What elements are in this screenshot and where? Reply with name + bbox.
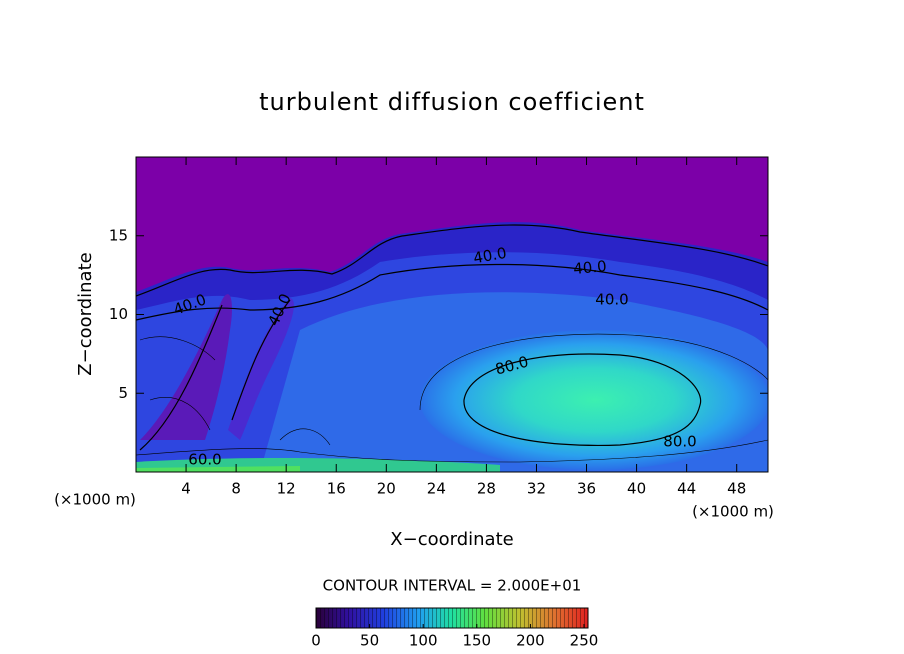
- field: [136, 157, 768, 472]
- x-unit-label: (×1000 m): [54, 491, 136, 509]
- colorbar-tick-label: 150: [462, 632, 491, 650]
- x-tick-label: 12: [277, 480, 296, 498]
- contour-label: 80.0: [663, 433, 696, 451]
- colorbar-title: CONTOUR INTERVAL = 2.000E+01: [323, 577, 582, 595]
- colorbar-tick-label: 250: [570, 632, 599, 650]
- x-tick-label: 40: [627, 480, 646, 498]
- contour-label: 40.0: [472, 244, 508, 268]
- colorbar-tick-label: 0: [311, 632, 321, 650]
- contour-label: 40.0: [595, 291, 628, 309]
- x-tick-label: 8: [231, 480, 241, 498]
- x-tick-label: 36: [577, 480, 596, 498]
- x-tick-label: 28: [477, 480, 496, 498]
- x-tick-label: 32: [527, 480, 546, 498]
- x-tick-label: 16: [327, 480, 346, 498]
- colorbar-frame: [315, 607, 589, 629]
- x-tick-label: 20: [377, 480, 396, 498]
- x-tick-label: 4: [181, 480, 191, 498]
- colorbar-tick-label: 50: [360, 632, 379, 650]
- contour-label: 40.0: [573, 257, 608, 278]
- x-axis-label: X−coordinate: [390, 529, 513, 550]
- colorbar-tick-label: 100: [409, 632, 438, 650]
- y-tick-label: 5: [118, 384, 128, 402]
- x-tick-label: 48: [727, 480, 746, 498]
- contour-label: 60.0: [188, 451, 221, 469]
- x-unit-label: (×1000 m): [692, 503, 774, 521]
- y-tick-label: 10: [109, 305, 128, 323]
- y-axis-label: Z−coordinate: [75, 252, 96, 375]
- x-tick-label: 44: [677, 480, 696, 498]
- y-tick-label: 15: [109, 226, 128, 244]
- colorbar-tick-label: 200: [516, 632, 545, 650]
- chart-title: turbulent diffusion coefficient: [259, 88, 645, 116]
- x-tick-label: 24: [427, 480, 446, 498]
